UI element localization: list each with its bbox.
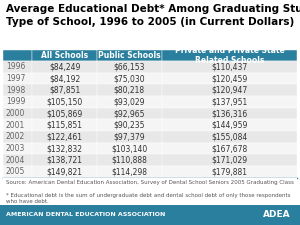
Text: $167,678: $167,678 [211, 144, 248, 153]
Text: $136,316: $136,316 [211, 109, 248, 118]
Bar [3, 61, 32, 73]
Bar [97, 154, 162, 166]
Text: $120,947: $120,947 [211, 86, 248, 95]
Text: 2000: 2000 [6, 109, 25, 118]
Text: $138,721: $138,721 [47, 156, 83, 165]
Text: $97,379: $97,379 [114, 133, 145, 142]
Bar [97, 84, 162, 96]
Bar [3, 50, 32, 61]
Text: $179,881: $179,881 [212, 167, 248, 176]
Bar [3, 143, 32, 154]
Text: All Schools: All Schools [41, 51, 88, 60]
Text: $122,461: $122,461 [47, 133, 83, 142]
Text: $66,153: $66,153 [114, 63, 145, 72]
Bar [32, 84, 97, 96]
Text: $115,851: $115,851 [47, 121, 83, 130]
Text: Source: American Dental Education Association, Survey of Dental School Seniors 2: Source: American Dental Education Associ… [6, 180, 294, 185]
Text: $103,140: $103,140 [111, 144, 148, 153]
Text: 1996: 1996 [6, 63, 25, 72]
Bar [97, 73, 162, 84]
Text: $75,030: $75,030 [114, 74, 145, 83]
Bar [97, 119, 162, 131]
Bar [32, 108, 97, 119]
Text: $105,150: $105,150 [46, 97, 83, 106]
Bar [97, 108, 162, 119]
Bar [3, 96, 32, 108]
Text: $84,249: $84,249 [49, 63, 80, 72]
Bar [162, 166, 297, 178]
Bar [32, 73, 97, 84]
Bar [162, 131, 297, 143]
Text: 1997: 1997 [6, 74, 25, 83]
Bar [32, 96, 97, 108]
Bar [3, 73, 32, 84]
Bar [32, 154, 97, 166]
Bar [97, 166, 162, 178]
Bar [3, 131, 32, 143]
Text: $92,965: $92,965 [114, 109, 145, 118]
Bar [32, 119, 97, 131]
Bar [32, 166, 97, 178]
Text: $105,869: $105,869 [46, 109, 83, 118]
Text: 2005: 2005 [6, 167, 25, 176]
Text: $93,029: $93,029 [114, 97, 145, 106]
Bar [162, 61, 297, 73]
Text: $171,029: $171,029 [211, 156, 248, 165]
Bar [3, 108, 32, 119]
Text: $84,192: $84,192 [49, 74, 80, 83]
Bar [97, 96, 162, 108]
Bar [162, 50, 297, 61]
Bar [162, 108, 297, 119]
Text: Average Educational Debt* Among Graduating Students with Debt by
Type of School,: Average Educational Debt* Among Graduati… [6, 4, 300, 27]
Bar [3, 119, 32, 131]
Bar [32, 61, 97, 73]
Bar [32, 143, 97, 154]
Text: Public Schools: Public Schools [98, 51, 161, 60]
Bar [32, 50, 97, 61]
Bar [97, 50, 162, 61]
Text: 1998: 1998 [6, 86, 25, 95]
Text: 2003: 2003 [6, 144, 25, 153]
Bar [32, 131, 97, 143]
Bar [97, 143, 162, 154]
Bar [162, 143, 297, 154]
Bar [162, 154, 297, 166]
Text: $132,832: $132,832 [47, 144, 83, 153]
Text: $137,951: $137,951 [211, 97, 248, 106]
Text: AMERICAN DENTAL EDUCATION ASSOCIATION: AMERICAN DENTAL EDUCATION ASSOCIATION [6, 212, 165, 217]
Text: ADEA: ADEA [263, 210, 291, 219]
Text: 2004: 2004 [6, 156, 25, 165]
Bar [97, 61, 162, 73]
Bar [162, 73, 297, 84]
Text: $120,459: $120,459 [211, 74, 248, 83]
Bar [3, 84, 32, 96]
Text: $110,888: $110,888 [112, 156, 147, 165]
Bar [97, 131, 162, 143]
Bar [162, 119, 297, 131]
Text: $80,218: $80,218 [114, 86, 145, 95]
Text: $144,959: $144,959 [211, 121, 248, 130]
Text: 1999: 1999 [6, 97, 25, 106]
Text: $90,235: $90,235 [114, 121, 145, 130]
Text: Private and Private State
Related Schools: Private and Private State Related School… [175, 46, 284, 65]
Bar [162, 96, 297, 108]
Text: $114,298: $114,298 [111, 167, 147, 176]
Text: $149,821: $149,821 [47, 167, 83, 176]
Text: * Educational debt is the sum of undergraduate debt and dental school debt of on: * Educational debt is the sum of undergr… [6, 194, 290, 204]
Text: $87,851: $87,851 [49, 86, 80, 95]
Bar [3, 154, 32, 166]
Bar [162, 84, 297, 96]
Text: $110,437: $110,437 [211, 63, 248, 72]
Text: $155,084: $155,084 [211, 133, 248, 142]
Text: 2002: 2002 [6, 133, 25, 142]
Text: 2001: 2001 [6, 121, 25, 130]
Bar [3, 166, 32, 178]
